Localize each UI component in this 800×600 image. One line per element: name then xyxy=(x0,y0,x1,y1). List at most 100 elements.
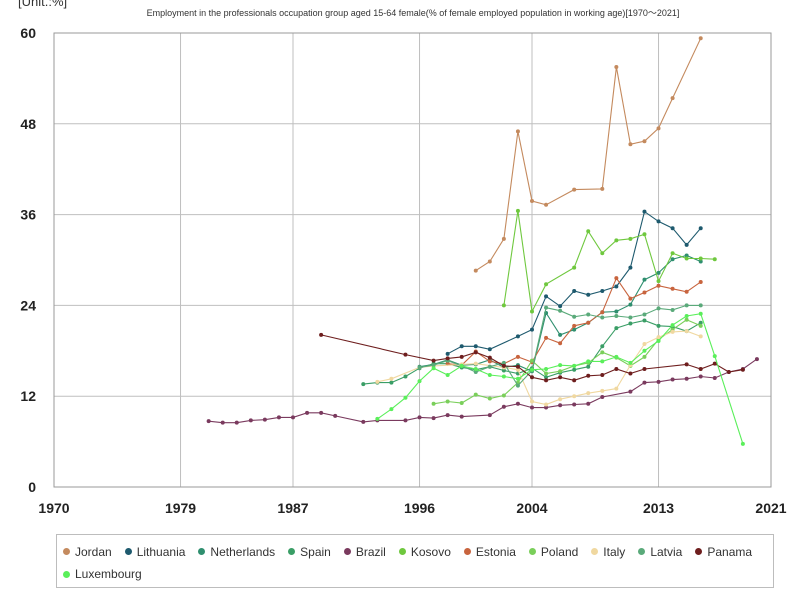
legend: Jordan Lithuania Netherlands Spain Brazil Kos… xyxy=(56,534,774,588)
data-point xyxy=(515,334,520,339)
data-point xyxy=(319,410,324,415)
data-point xyxy=(628,315,633,320)
data-point xyxy=(614,276,619,281)
data-point xyxy=(515,129,520,134)
legend-label: Netherlands xyxy=(210,544,276,559)
data-point xyxy=(459,354,464,359)
legend-swatch xyxy=(124,548,132,555)
data-point xyxy=(501,374,506,379)
data-point xyxy=(572,187,577,192)
data-point xyxy=(642,341,647,346)
legend-swatch xyxy=(63,548,70,555)
data-point xyxy=(558,308,563,313)
legend-label: Lithuania xyxy=(136,544,186,559)
data-point xyxy=(558,403,563,408)
data-point xyxy=(431,416,436,421)
data-point xyxy=(614,309,619,314)
data-point xyxy=(698,334,703,339)
data-point xyxy=(642,318,647,323)
data-point xyxy=(544,371,549,376)
data-point xyxy=(698,303,703,308)
data-point xyxy=(572,378,577,383)
x-tick-label: 2004 xyxy=(516,500,547,516)
x-tick-label: 2013 xyxy=(643,500,674,516)
data-point xyxy=(333,413,338,418)
data-point xyxy=(530,358,534,363)
legend-label: Italy xyxy=(603,544,626,559)
chart-title: Employment in the professionals occupati… xyxy=(146,8,680,18)
data-point xyxy=(431,363,436,368)
data-point xyxy=(614,386,619,391)
data-point xyxy=(431,401,436,406)
data-point xyxy=(656,219,661,224)
data-point xyxy=(712,376,717,381)
data-point xyxy=(726,369,731,374)
data-point xyxy=(712,361,717,366)
data-point xyxy=(712,354,717,359)
data-point xyxy=(544,202,549,207)
x-tick-label: 2021 xyxy=(755,500,786,516)
data-point xyxy=(417,379,422,384)
data-point xyxy=(614,313,619,318)
legend-item: Kosovo xyxy=(398,545,451,559)
data-point xyxy=(600,359,605,364)
data-point xyxy=(501,393,506,398)
data-point xyxy=(642,366,647,371)
data-point xyxy=(656,126,661,131)
data-point xyxy=(445,399,450,404)
data-point xyxy=(712,257,717,262)
x-tick-label: 1970 xyxy=(38,500,69,516)
series-luxembourg xyxy=(375,311,745,446)
series-line xyxy=(475,38,702,272)
legend-item: Poland xyxy=(528,544,579,559)
legend-swatch xyxy=(288,548,296,555)
data-point xyxy=(670,323,675,328)
data-point xyxy=(361,419,366,424)
data-point xyxy=(572,289,577,294)
data-point xyxy=(698,311,703,316)
data-point xyxy=(389,376,394,381)
data-point xyxy=(515,376,520,381)
data-point xyxy=(544,402,549,407)
data-point xyxy=(642,277,647,282)
data-point xyxy=(684,253,689,258)
legend-item: Latvia xyxy=(638,545,682,559)
data-point xyxy=(276,415,281,420)
legend-item: Lithuania xyxy=(124,544,186,559)
data-point xyxy=(698,279,703,284)
data-point xyxy=(740,367,745,372)
data-point xyxy=(698,323,703,328)
data-point xyxy=(501,363,506,368)
data-point xyxy=(487,347,492,352)
data-point xyxy=(684,329,689,334)
series-line xyxy=(377,313,744,445)
legend-label: Jordan xyxy=(75,544,112,559)
data-point xyxy=(698,226,703,231)
data-point xyxy=(501,368,506,373)
data-point xyxy=(530,399,534,404)
x-tick-label: 1996 xyxy=(404,500,435,516)
data-point xyxy=(487,396,492,401)
data-point xyxy=(670,251,675,256)
data-point xyxy=(389,380,394,385)
legend-item: Estonia xyxy=(463,545,516,559)
legend-swatch xyxy=(198,548,206,555)
data-point xyxy=(600,388,605,393)
data-point xyxy=(642,209,647,214)
legend-item: Spain xyxy=(288,545,331,559)
data-point xyxy=(473,268,478,273)
data-point xyxy=(614,65,619,70)
data-point xyxy=(572,265,577,270)
data-point xyxy=(740,441,745,446)
data-point xyxy=(642,348,647,353)
data-point xyxy=(389,407,394,412)
data-point xyxy=(684,317,689,322)
data-point xyxy=(403,352,408,357)
data-point xyxy=(530,375,534,380)
legend-label: Poland xyxy=(540,544,579,559)
series-latvia xyxy=(417,303,703,388)
data-point xyxy=(628,296,633,301)
data-point xyxy=(628,321,633,326)
data-point xyxy=(361,382,366,387)
axes: 1970 1979 1987 1996 2004 2013 2021 0 12 24 36 48 60 xyxy=(20,25,786,516)
